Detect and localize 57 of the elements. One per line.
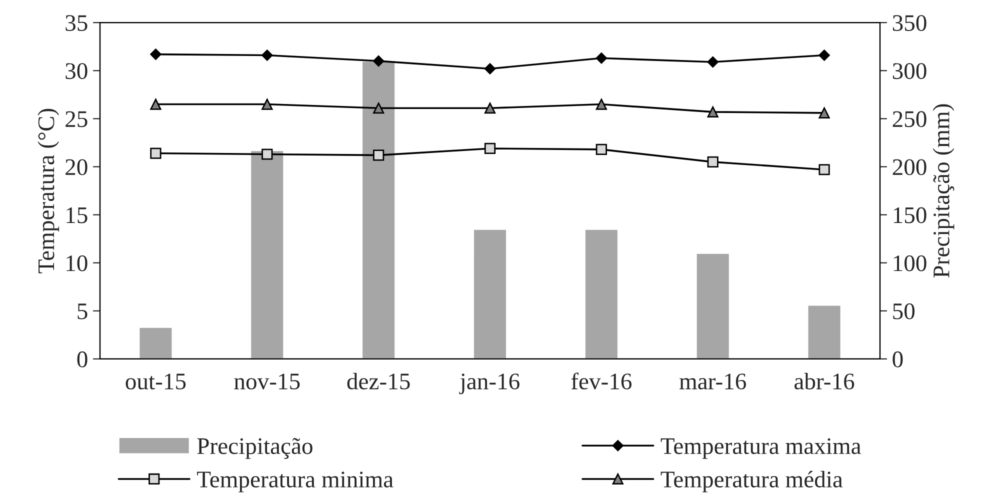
point (818, 50, 830, 61)
point (707, 56, 718, 68)
point (373, 102, 384, 114)
y2-axis-title: Precipitação (mm) (932, 104, 954, 278)
y2-tick-label: 250 (892, 111, 926, 128)
point (818, 164, 830, 176)
x-tick-label: out-15 (126, 374, 186, 390)
y-tick-label: 35 (66, 15, 88, 32)
y2-tick-label: 200 (892, 159, 926, 176)
point (150, 98, 162, 110)
bar (361, 60, 396, 359)
point (372, 55, 384, 67)
bar (584, 228, 619, 359)
x-tick-label: abr-16 (794, 372, 854, 390)
point (596, 52, 608, 64)
y-tick-label: 15 (66, 207, 88, 224)
x-tick-label: dez-15 (347, 372, 410, 390)
point (596, 98, 607, 110)
point (484, 142, 496, 154)
legend-label: Temperatura minima (197, 472, 394, 492)
y2-tick-label: 0 (892, 351, 903, 368)
bar (472, 228, 508, 359)
point (484, 102, 496, 114)
x-tick-label: mar-16 (679, 374, 746, 390)
point (373, 150, 384, 161)
bar (695, 252, 730, 359)
y-tick-label: 0 (77, 351, 88, 368)
y-axis-title: Temperatura (°C) (38, 108, 60, 274)
legend-label: Temperatura maxima (660, 438, 861, 459)
bar (806, 304, 842, 359)
point (707, 106, 718, 118)
y-tick-label: 20 (66, 159, 88, 176)
y-tick-label: 5 (78, 304, 88, 320)
y2-tick-label: 50 (893, 303, 915, 320)
x-tick-label: fev-16 (571, 372, 632, 390)
point (262, 98, 273, 110)
bar (250, 150, 285, 359)
x-tick-label: nov-15 (234, 374, 300, 390)
y-tick-label: 30 (66, 63, 88, 80)
point (150, 48, 162, 60)
point (150, 148, 162, 159)
point (262, 50, 273, 61)
y2-tick-label: 300 (892, 63, 926, 80)
bar (138, 326, 174, 359)
x-tick-label: jan-16 (459, 374, 520, 394)
y2-tick-label: 350 (892, 15, 926, 32)
point (818, 107, 830, 118)
legend-label: Precipitação (197, 438, 312, 459)
point (262, 148, 273, 160)
point (707, 156, 718, 168)
y-tick-label: 25 (66, 111, 88, 128)
legend-label: Temperatura média (660, 470, 843, 492)
y2-tick-label: 100 (894, 255, 926, 272)
point (484, 63, 496, 74)
y2-tick-label: 150 (894, 207, 926, 224)
point (596, 144, 607, 155)
y-tick-label: 10 (66, 255, 88, 272)
